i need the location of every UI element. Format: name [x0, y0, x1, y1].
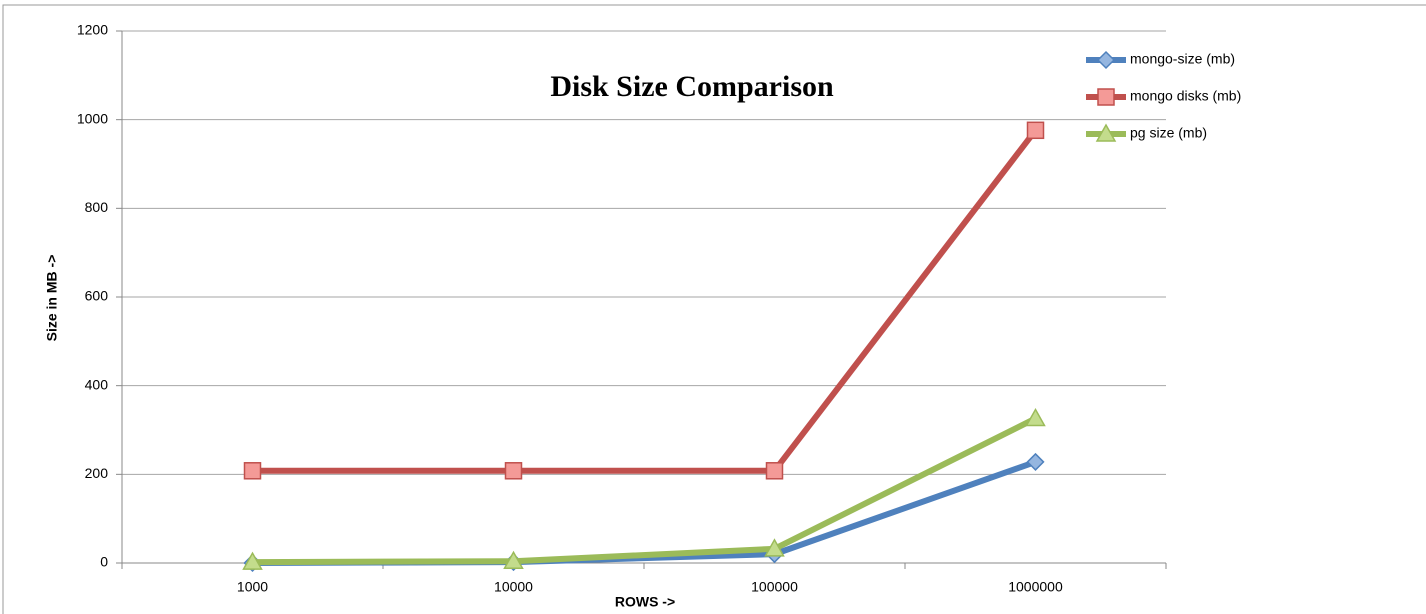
data-point	[243, 462, 262, 480]
x-axis-label: ROWS ->	[615, 594, 675, 610]
y-tick-label: 200	[85, 465, 109, 481]
x-tick-label: 10000	[494, 579, 533, 595]
data-point	[1025, 407, 1046, 427]
series-line	[252, 128, 1038, 474]
y-tick-label: 1000	[77, 110, 108, 126]
y-tick-label: 600	[85, 288, 109, 304]
chart-title: Disk Size Comparison	[550, 70, 834, 103]
y-tick-label: 0	[100, 554, 108, 570]
legend-label: pg size (mb)	[1130, 125, 1207, 141]
x-tick-label: 100000	[751, 579, 798, 595]
y-axis-label: Size in MB ->	[44, 255, 60, 342]
data-point	[764, 538, 785, 557]
y-tick-label: 400	[85, 376, 109, 392]
data-point	[503, 550, 524, 569]
data-point	[1026, 452, 1045, 471]
legend-label: mongo-size (mb)	[1130, 51, 1235, 67]
x-tick-label: 1000000	[1008, 579, 1063, 595]
legend-marker	[1095, 123, 1117, 142]
data-point	[1026, 121, 1045, 140]
legend-label: mongo disks (mb)	[1130, 88, 1241, 104]
data-point	[765, 462, 784, 480]
y-tick-label: 1200	[77, 22, 108, 38]
data-point	[242, 551, 263, 570]
frame	[2, 4, 1426, 614]
legend-marker	[1096, 50, 1116, 70]
data-point	[504, 462, 523, 480]
y-tick-label: 800	[85, 199, 109, 215]
legend-marker	[1097, 88, 1115, 106]
x-tick-label: 1000	[237, 579, 268, 595]
series-line	[252, 415, 1037, 566]
